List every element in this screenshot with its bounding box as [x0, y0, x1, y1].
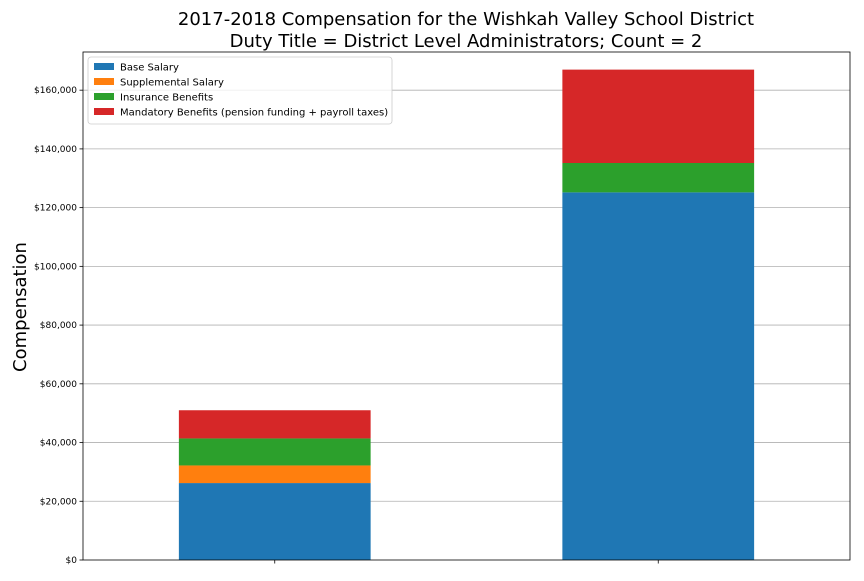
- legend-swatch: [94, 78, 114, 85]
- plot-frame: [82, 51, 851, 561]
- axes: $0 $20,000 $40,000 $60,000 $80,000 $100,000 $1…: [34, 51, 851, 566]
- y-tick-label: $20,000: [40, 497, 77, 507]
- y-tick-label: $40,000: [40, 439, 77, 449]
- bar-segment: [562, 162, 755, 193]
- bar-segment: [178, 410, 371, 439]
- y-tick-label: $140,000: [34, 145, 77, 155]
- y-tick-label: $80,000: [40, 321, 77, 331]
- legend-swatch: [94, 63, 114, 70]
- y-tick-label: $160,000: [34, 86, 77, 96]
- bar-segment: [178, 465, 371, 484]
- y-tick-label: $60,000: [40, 380, 77, 390]
- legend: Base Salary Supplemental Salary Insurance …: [87, 56, 393, 125]
- legend-entry: Base Salary: [120, 63, 179, 74]
- bar-segment: [562, 192, 755, 560]
- chart-title-line-1: 2017-2018 Compensation for the Wishkah V…: [178, 9, 754, 30]
- chart-title-line-2: Duty Title = District Level Administrato…: [230, 31, 703, 52]
- legend-entry: Insurance Benefits: [120, 93, 213, 104]
- legend-box: [87, 56, 393, 125]
- y-axis-label: Compensation: [10, 242, 31, 372]
- bar-segment: [178, 438, 371, 466]
- legend-swatch: [94, 108, 114, 115]
- legend-entry: Supplemental Salary: [120, 78, 224, 89]
- y-tick-label: $120,000: [34, 204, 77, 214]
- legend-entry: Mandatory Benefits (pension funding + pa…: [120, 108, 388, 119]
- y-tick-label: $0: [66, 556, 78, 566]
- y-tick-label: $100,000: [34, 262, 77, 272]
- legend-swatch: [94, 93, 114, 100]
- bars: [178, 69, 755, 560]
- bar-segment: [178, 483, 371, 560]
- bar-segment: [562, 69, 755, 163]
